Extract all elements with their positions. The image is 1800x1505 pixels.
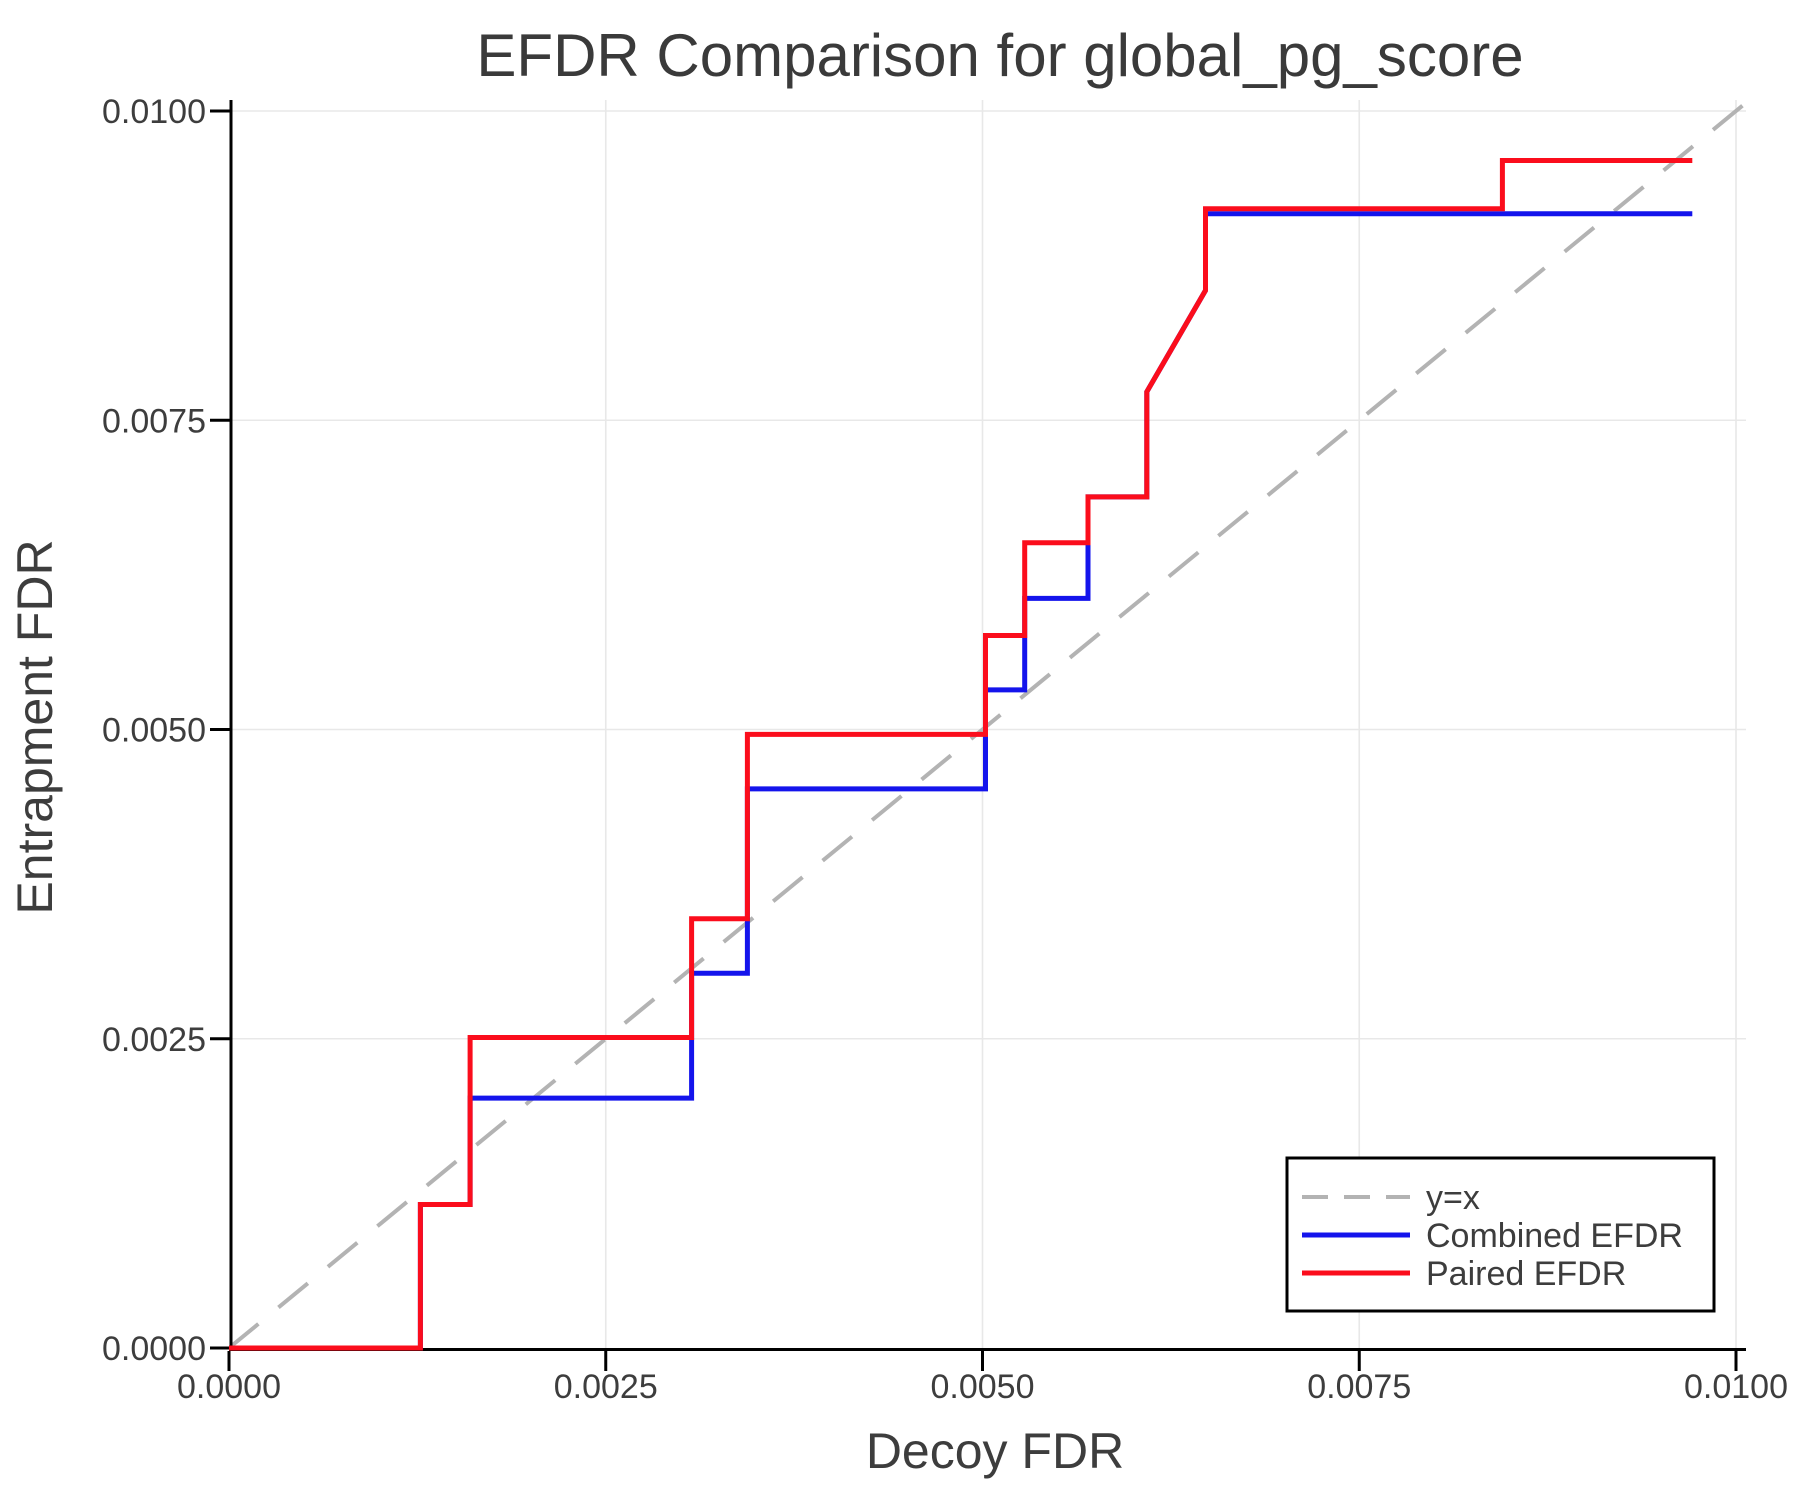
y-tick-label: 0.0000 <box>102 1330 206 1368</box>
y-tick-label: 0.0075 <box>102 402 206 440</box>
y-tick-label: 0.0025 <box>102 1021 206 1059</box>
x-tick-label: 0.0050 <box>931 1368 1035 1406</box>
x-tick-label: 0.0000 <box>177 1368 281 1406</box>
series-group <box>229 158 1693 1351</box>
y-tick-label: 0.0050 <box>102 712 206 750</box>
x-tick-label: 0.0025 <box>554 1368 658 1406</box>
x-tick-label: 0.0075 <box>1307 1368 1411 1406</box>
legend-label-identity-line: y=x <box>1426 1179 1480 1217</box>
y-axis-title: Entrapment FDR <box>7 539 63 914</box>
legend: y=x Combined EFDR Paired EFDR <box>1285 1156 1716 1313</box>
x-tick-label: 0.0100 <box>1684 1368 1788 1406</box>
y-tick-label: 0.0100 <box>102 93 206 131</box>
identity-line-group <box>229 100 1746 1350</box>
chart-title: EFDR Comparison for global_pg_score <box>476 22 1523 89</box>
tick-labels: 0.0000 0.0025 0.0050 0.0075 0.0100 0.0000 0.00… <box>102 93 1788 1406</box>
series-paired-efdr <box>229 158 1693 1351</box>
x-axis-title: Decoy FDR <box>866 1423 1124 1479</box>
legend-label-combined-efdr: Combined EFDR <box>1426 1217 1683 1255</box>
identity-line <box>229 100 1746 1350</box>
legend-label-paired-efdr: Paired EFDR <box>1426 1255 1626 1293</box>
axes-spines-ticks <box>210 100 1746 1371</box>
